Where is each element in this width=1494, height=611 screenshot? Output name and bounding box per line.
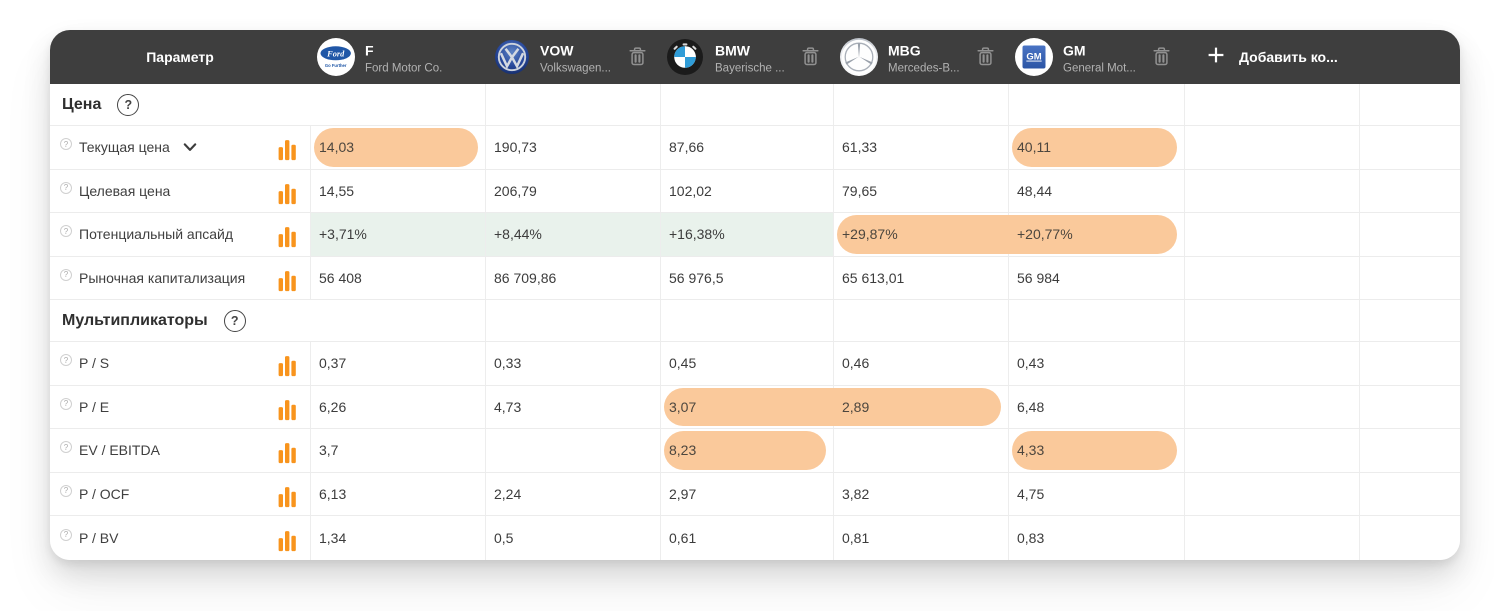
svg-text:Ford: Ford <box>326 50 345 59</box>
svg-text:Go Further: Go Further <box>325 63 347 68</box>
svg-text:GM: GM <box>1026 52 1041 63</box>
